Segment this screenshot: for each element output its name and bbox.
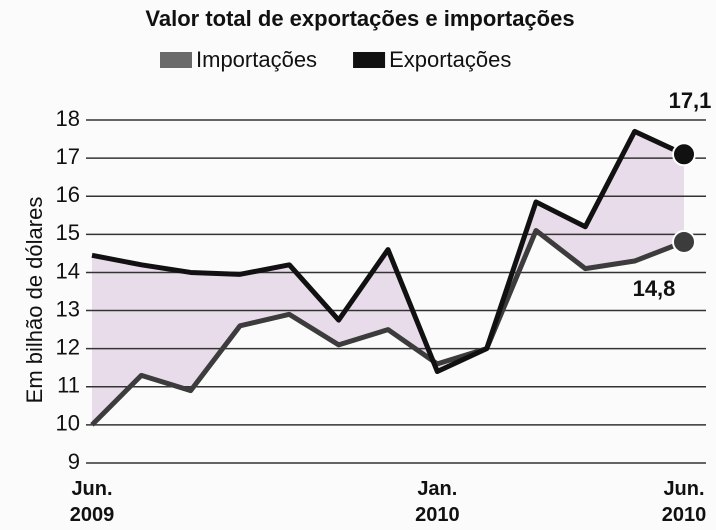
x-tick-label: Jun. 2010 xyxy=(661,478,707,526)
y-tick-label: 12 xyxy=(56,334,80,359)
series-line xyxy=(91,128,686,375)
value-label: 17,1 xyxy=(669,88,712,113)
gap-area xyxy=(92,131,684,425)
x-tick-label: Jan. 2010 xyxy=(415,478,460,526)
legend-label: Exportações xyxy=(389,47,511,72)
legend-swatch xyxy=(160,52,192,68)
y-axis-label: Em bilhão de dólares xyxy=(22,197,47,404)
y-tick-label: 17 xyxy=(56,144,80,169)
y-tick-label: 18 xyxy=(56,106,80,131)
end-point xyxy=(672,142,696,167)
y-tick-label: 14 xyxy=(56,258,80,283)
y-tick-label: 9 xyxy=(68,449,80,474)
chart-title: Valor total de exportações e importações xyxy=(145,6,574,31)
legend-swatch xyxy=(353,52,386,68)
end-point xyxy=(672,229,696,254)
x-tick-label: Jun. 2009 xyxy=(69,478,115,526)
y-tick-label: 13 xyxy=(56,296,80,321)
series-line xyxy=(90,228,685,427)
y-tick-label: 16 xyxy=(56,182,80,207)
value-label: 14,8 xyxy=(633,276,676,301)
y-tick-label: 11 xyxy=(57,373,80,398)
y-tick-label: 15 xyxy=(56,220,80,245)
y-tick-label: 10 xyxy=(56,411,80,436)
legend-label: Importações xyxy=(196,47,317,72)
